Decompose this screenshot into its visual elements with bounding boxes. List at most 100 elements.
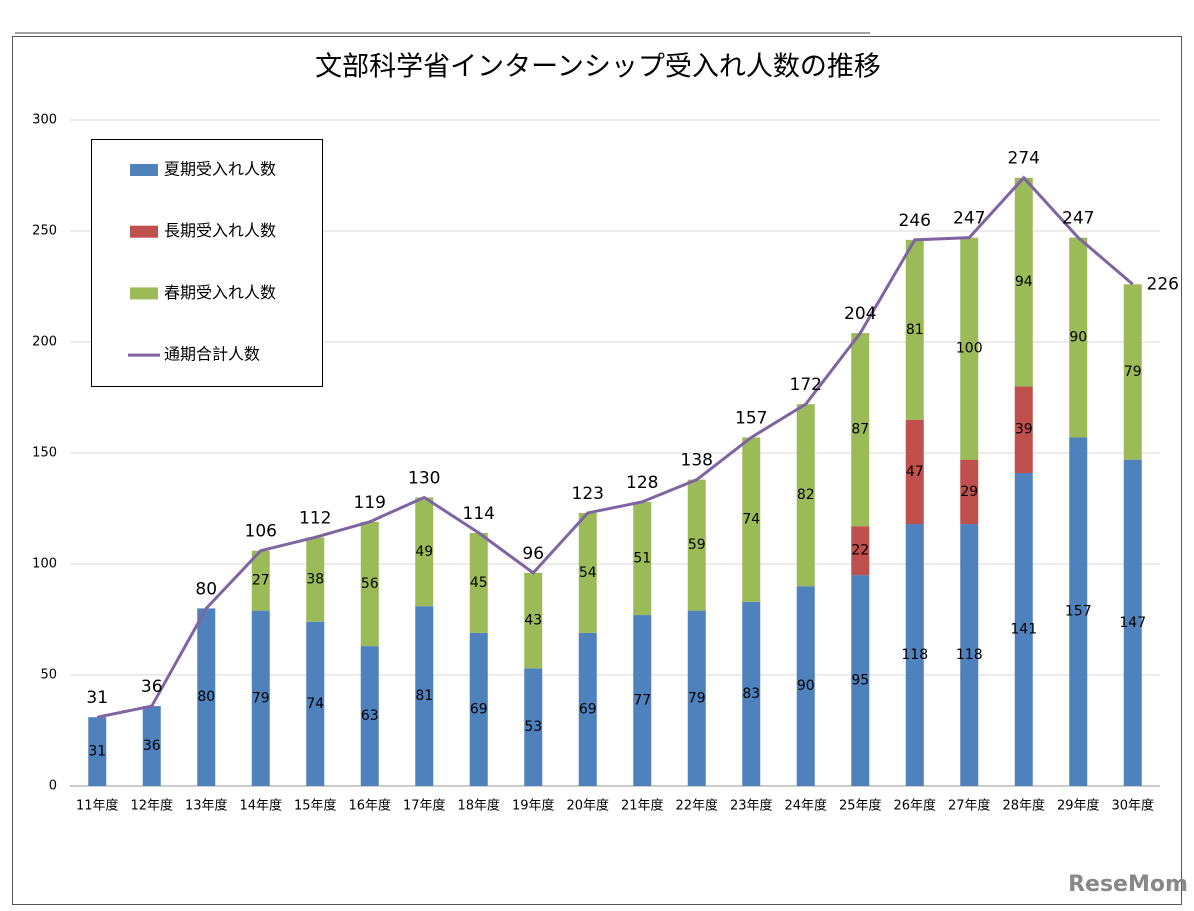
legend-swatch [130, 287, 158, 300]
legend-swatch [130, 225, 158, 238]
x-tick-label: 15年度 [294, 798, 337, 814]
total-label: 119 [354, 493, 386, 513]
value-label: 118 [956, 647, 983, 663]
value-label: 95 [851, 673, 869, 689]
value-label: 69 [470, 701, 488, 717]
bar-segment [1069, 237, 1088, 438]
chart-border [12, 36, 1182, 905]
legend-label: 夏期受入れ人数 [164, 160, 276, 179]
legend-label: 春期受入れ人数 [164, 283, 276, 302]
y-tick-label: 100 [32, 557, 57, 572]
bar-segment [796, 404, 815, 587]
x-tick-label: 21年度 [621, 798, 664, 814]
total-label: 130 [408, 468, 440, 488]
x-tick-label: 12年度 [130, 798, 173, 814]
y-tick-label: 0 [49, 779, 57, 794]
bar-segment [88, 717, 107, 786]
total-line [96, 175, 1134, 719]
bar-segment [524, 572, 543, 669]
y-tick-label: 200 [32, 335, 57, 350]
x-tick-label: 14年度 [239, 798, 282, 814]
bar-segment [1014, 472, 1033, 786]
value-label: 39 [1015, 422, 1033, 438]
bar-segment [905, 419, 924, 525]
bar-segment [633, 501, 652, 616]
value-label: 43 [524, 613, 542, 629]
value-label: 51 [633, 550, 651, 566]
total-label: 123 [572, 484, 604, 504]
total-label: 138 [681, 451, 713, 471]
total-label: 226 [1147, 274, 1179, 294]
bar-segment [1123, 284, 1142, 460]
bar-segment [360, 521, 379, 647]
total-label: 246 [899, 211, 931, 231]
y-tick-label: 300 [32, 113, 57, 128]
x-tick-label: 30年度 [1111, 798, 1154, 814]
legend-swatch [130, 164, 158, 176]
x-tick-label: 18年度 [457, 798, 500, 814]
value-label: 79 [252, 690, 270, 706]
bar-segment [469, 632, 488, 786]
value-label: 100 [956, 341, 983, 357]
total-label: 247 [1062, 209, 1094, 229]
bar-segment [578, 512, 597, 633]
value-label: 31 [88, 744, 106, 760]
bar-segment [905, 524, 924, 786]
bar-segment [960, 237, 979, 460]
bar-segment [742, 601, 761, 786]
total-label: 274 [1008, 149, 1040, 169]
value-label: 81 [415, 688, 433, 704]
bar-segment [851, 526, 870, 576]
bar-segment [142, 706, 161, 786]
x-tick-label: 28年度 [1002, 798, 1045, 814]
total-label: 247 [953, 209, 985, 229]
x-tick-label: 23年度 [730, 798, 773, 814]
bar-segment [360, 646, 379, 786]
bar-segment [251, 550, 270, 611]
bar-segment [687, 479, 706, 611]
y-tick-label: 150 [32, 446, 57, 461]
value-label: 56 [361, 576, 379, 592]
value-label: 82 [797, 487, 815, 503]
bar-segment [306, 537, 325, 622]
bar-segment [796, 586, 815, 786]
total-label: 157 [735, 408, 767, 428]
x-tick-label: 11年度 [76, 798, 119, 814]
bar-segment [197, 608, 216, 786]
bar-segment [469, 532, 488, 633]
x-tick-label: 29年度 [1057, 798, 1100, 814]
bar-segment [251, 610, 270, 786]
x-tick-label: 13年度 [185, 798, 228, 814]
value-label: 141 [1010, 621, 1037, 637]
total-label: 106 [245, 522, 277, 542]
chart-title: 文部科学省インターンシップ受入れ人数の推移 [315, 52, 881, 83]
legend-label: 通期合計人数 [164, 345, 260, 364]
bar-segment [578, 632, 597, 786]
bar-segment [415, 606, 434, 786]
bar-segment [960, 524, 979, 786]
x-tick-label: 26年度 [893, 798, 936, 814]
total-label: 128 [626, 473, 658, 493]
value-label: 63 [361, 708, 379, 724]
value-label: 74 [742, 512, 760, 528]
total-label: 96 [522, 544, 544, 564]
total-label: 204 [844, 304, 876, 324]
value-label: 53 [524, 719, 542, 735]
value-label: 80 [197, 689, 215, 705]
bar-segment [905, 239, 924, 420]
value-label: 54 [579, 565, 597, 581]
bar-segment [1123, 459, 1142, 786]
x-tick-label: 20年度 [566, 798, 609, 814]
bar-segment [1014, 177, 1033, 387]
watermark: ReseMom [1068, 872, 1188, 897]
value-label: 36 [143, 738, 161, 754]
value-label: 74 [306, 696, 324, 712]
value-label: 47 [906, 464, 924, 480]
x-tick-label: 24年度 [784, 798, 827, 814]
x-tick-label: 17年度 [403, 798, 446, 814]
x-tick-label: 25年度 [839, 798, 882, 814]
value-label: 45 [470, 575, 488, 591]
bar-segment [1069, 437, 1088, 786]
